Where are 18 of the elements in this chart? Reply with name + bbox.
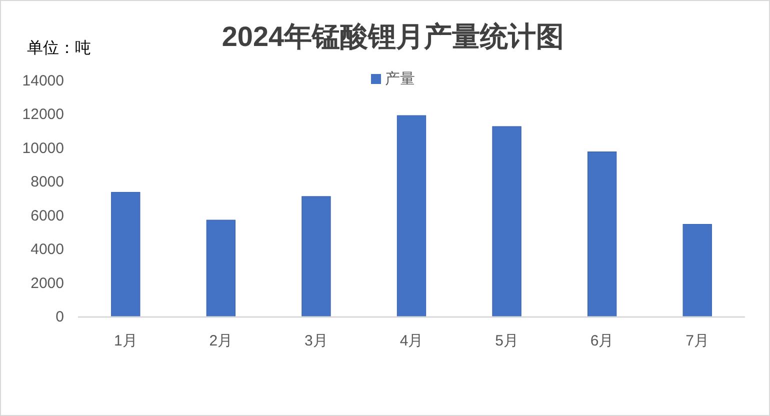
ytick-label: 12000 [22,106,64,124]
ytick-label: 0 [56,308,64,326]
ytick-label: 14000 [22,72,64,90]
xtick-label: 5月 [495,332,518,350]
title: 2024年锰酸锂月产量统计图 [222,21,564,52]
ylabel: 单位：吨 [27,40,91,57]
ytick-label: 10000 [22,140,64,157]
ytick-label: 6000 [30,207,64,224]
legend-label: 产量 [385,70,415,88]
ytick-label: 2000 [30,274,64,292]
xtick-label: 7月 [686,332,710,350]
ytick-label: 4000 [30,241,64,258]
xtick-label: 2月 [209,332,233,350]
xtick-label: 4月 [400,332,424,350]
xtick-label: 6月 [590,332,614,350]
ytick-label: 8000 [30,174,64,191]
xtick-label: 1月 [114,332,138,350]
xtick-label: 3月 [304,332,328,350]
